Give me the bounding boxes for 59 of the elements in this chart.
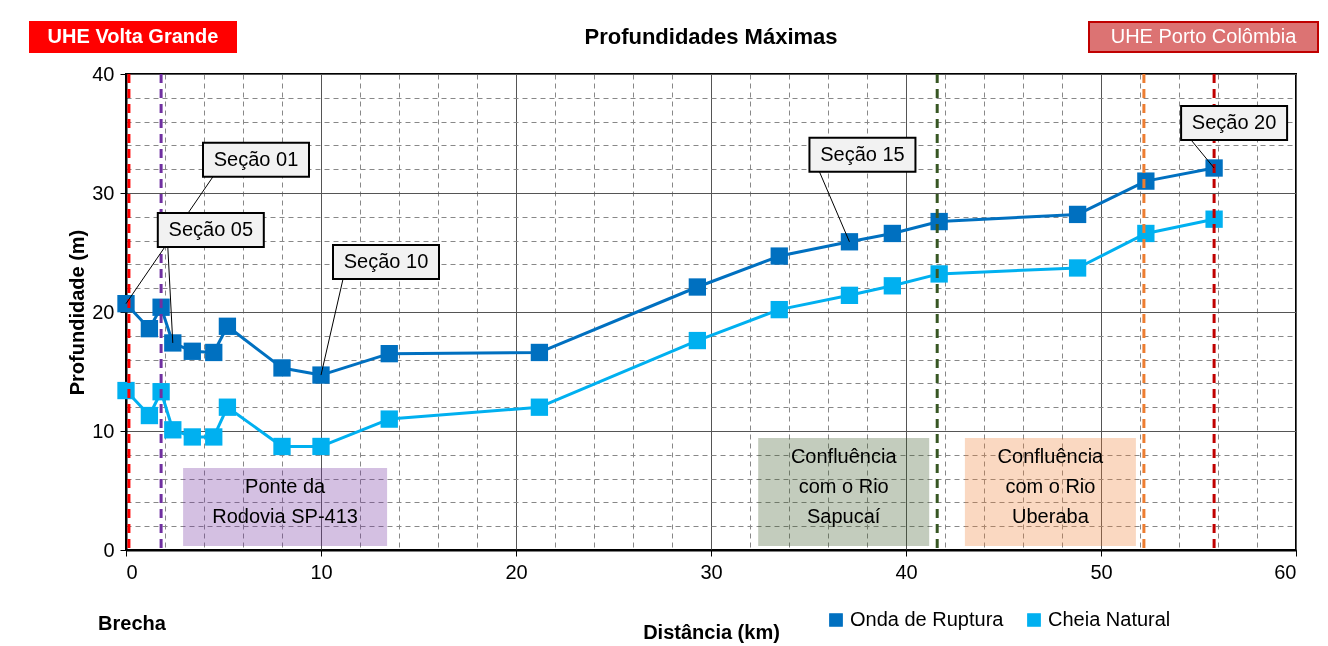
point (312, 437, 330, 456)
x-tick-label: 0 (126, 560, 138, 583)
ref-line-label: Confluência com o Rio Sapucaí (790, 445, 898, 527)
point (164, 334, 182, 352)
ref-line-label: Confluência com o Rio Uberaba (997, 445, 1105, 527)
point (380, 344, 398, 363)
point (688, 331, 707, 350)
text: Brecha (98, 612, 167, 634)
point (530, 398, 549, 416)
ref-line-label: UHE Volta Grande (47, 25, 219, 47)
y-tick-label: 0 (103, 538, 115, 561)
x-axis-title: Distância (km) (643, 620, 780, 643)
x-tick-label: 30 (700, 560, 723, 583)
point (312, 366, 330, 384)
x-tick-label: 20 (505, 560, 528, 583)
annotation: Seção 01 (213, 147, 299, 170)
y-tick-label: 30 (92, 181, 115, 204)
point (1137, 172, 1155, 190)
point (883, 224, 902, 243)
ref-line-label: Ponte da Rodovia SP-413 (212, 475, 358, 527)
legend-label: Cheia Natural (1048, 608, 1171, 630)
point (218, 317, 237, 335)
point (840, 286, 859, 304)
y-tick-label: 40 (92, 62, 115, 85)
point (840, 233, 859, 251)
legend-label: Onda de Ruptura (850, 608, 1005, 630)
annotation: Seção 15 (820, 142, 905, 165)
point (273, 437, 291, 456)
point (530, 343, 549, 362)
point (164, 421, 182, 439)
y-axis-title: Profundidade (m) (66, 229, 89, 396)
point (140, 406, 159, 425)
point (930, 265, 948, 283)
point (140, 320, 159, 338)
chart-title: Profundidades Máximas (584, 24, 838, 49)
point (770, 300, 788, 319)
point (770, 247, 788, 265)
x-tick-label: 60 (1274, 560, 1297, 583)
x-tick-label: 40 (895, 560, 918, 583)
point (380, 410, 398, 428)
x-tick-label: 10 (310, 560, 333, 583)
point (183, 428, 201, 446)
point (183, 342, 201, 360)
point (273, 359, 291, 377)
y-tick-label: 10 (92, 419, 115, 442)
point (205, 343, 223, 362)
ref-line-label: UHE Porto Colômbia (1110, 25, 1298, 47)
point (1068, 205, 1087, 224)
point (218, 398, 237, 416)
point (883, 277, 902, 295)
point (1068, 259, 1087, 277)
y-tick-label: 20 (92, 300, 115, 323)
point (152, 383, 170, 401)
annotation: Seção 10 (343, 250, 429, 273)
annotation: Seção 20 (1191, 111, 1277, 134)
x-tick-label: 50 (1090, 560, 1113, 583)
annotation: Seção 05 (168, 217, 254, 240)
point (688, 278, 707, 296)
point (205, 428, 223, 446)
